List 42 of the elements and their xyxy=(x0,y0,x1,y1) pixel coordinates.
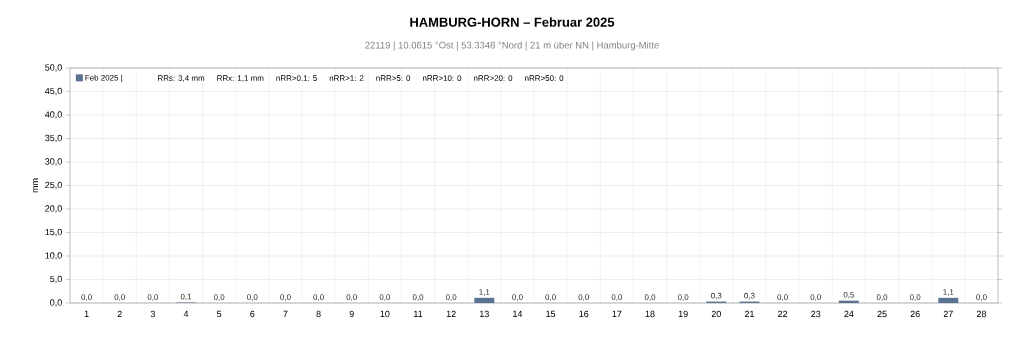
x-tick-label: 21 xyxy=(744,310,754,318)
y-tick-label: 40,0 xyxy=(44,111,62,119)
x-tick-label: 4 xyxy=(183,310,189,317)
y-tick-label: 35,0 xyxy=(45,134,62,143)
y-tick-label: 10,0 xyxy=(45,252,62,260)
y-tick-label: 0,0 xyxy=(50,299,62,307)
x-tick-label: 11 xyxy=(414,310,423,317)
y-tick-label: 45,0 xyxy=(44,87,62,96)
y-tick-label: 5,0 xyxy=(50,275,62,284)
x-tick-label: 1 xyxy=(84,310,89,317)
x-tick-label: 19 xyxy=(678,310,688,318)
chart-subtitle: 22119 | 10.0615 °Ost | 53.3348 °Nord | 21 m über NN | Hamburg-Mitte xyxy=(365,41,659,51)
y-axis-title: mm xyxy=(33,178,38,193)
x-tick-label: 14 xyxy=(513,310,523,317)
y-tick-label: 25,0 xyxy=(45,181,62,190)
y-tick-label: 30,0 xyxy=(45,158,62,166)
x-tick-label: 27 xyxy=(943,310,953,318)
x-tick-label: 18 xyxy=(645,310,655,318)
x-tick-label: 7 xyxy=(283,310,288,317)
x-tick-label: 26 xyxy=(910,310,920,318)
x-tick-label: 2 xyxy=(117,310,122,318)
x-tick-label: 24 xyxy=(844,310,854,318)
x-tick-label: 28 xyxy=(976,310,987,318)
x-tick-label: 23 xyxy=(811,310,821,318)
chart-title: HAMBURG-HORN – Februar 2025 xyxy=(410,17,615,27)
y-tick-label: 20,0 xyxy=(45,205,62,213)
x-tick-label: 3 xyxy=(150,310,155,318)
x-tick-label: 13 xyxy=(480,310,489,318)
x-tick-label: 9 xyxy=(349,310,354,318)
x-tick-label: 12 xyxy=(446,310,456,318)
x-tick-label: 17 xyxy=(612,310,622,317)
x-tick-label: 15 xyxy=(546,310,556,318)
x-tick-label: 22 xyxy=(778,310,788,318)
x-tick-label: 8 xyxy=(316,310,321,318)
y-tick-label: 50,0 xyxy=(45,64,62,72)
x-tick-label: 16 xyxy=(579,310,589,318)
x-tick-label: 5 xyxy=(217,310,222,318)
x-tick-label: 25 xyxy=(877,310,887,318)
x-tick-label: 20 xyxy=(711,310,721,318)
x-tick-label: 6 xyxy=(250,310,255,318)
y-tick-label: 15,0 xyxy=(45,228,62,237)
x-tick-label: 10 xyxy=(380,310,390,318)
